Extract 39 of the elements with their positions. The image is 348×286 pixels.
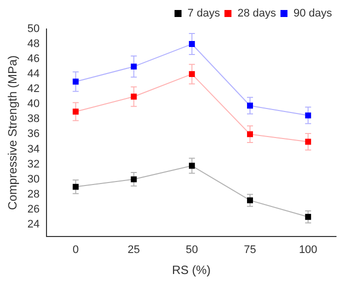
x-tick-label: 25 [128, 244, 140, 256]
x-tick-label: 0 [72, 244, 79, 256]
point [130, 64, 137, 70]
y-tick-label: 46 [27, 53, 40, 66]
point [72, 184, 79, 190]
point [130, 94, 137, 100]
legend-label: 90 days [293, 8, 332, 20]
x-tick-label: 75 [244, 244, 256, 256]
y-tick-label: 26 [27, 203, 40, 216]
y-tick-label: 44 [27, 68, 40, 80]
y-tick-label: 34 [27, 143, 40, 156]
point [72, 78, 79, 85]
y-tick-label: 30 [27, 173, 40, 186]
x-tick-label: 50 [186, 244, 198, 256]
point [247, 131, 253, 138]
y-tick-label: 48 [27, 38, 40, 50]
point [305, 138, 312, 145]
point [247, 102, 253, 109]
y-tick-label: 42 [27, 83, 40, 96]
point [188, 71, 195, 78]
y-tick-label: 28 [27, 188, 40, 200]
legend-label: 28 days [237, 8, 276, 20]
y-axis-title: Compressive Strength (MPa) [6, 55, 20, 210]
point [247, 197, 253, 204]
y-tick-label: 40 [27, 98, 40, 110]
point [188, 162, 195, 169]
x-tick-label: 100 [298, 244, 318, 256]
point [305, 214, 312, 220]
y-tick-label: 32 [27, 158, 40, 170]
point [188, 41, 195, 48]
y-tick-label: 38 [27, 113, 40, 126]
point [72, 108, 79, 115]
x-axis-title: RS (%) [172, 263, 211, 278]
y-tick-label: 50 [27, 23, 40, 36]
point [305, 112, 312, 118]
point [130, 176, 137, 182]
y-tick-label: 36 [27, 128, 40, 140]
y-tick-label: 24 [27, 218, 40, 230]
legend-label: 7 days [188, 8, 220, 20]
